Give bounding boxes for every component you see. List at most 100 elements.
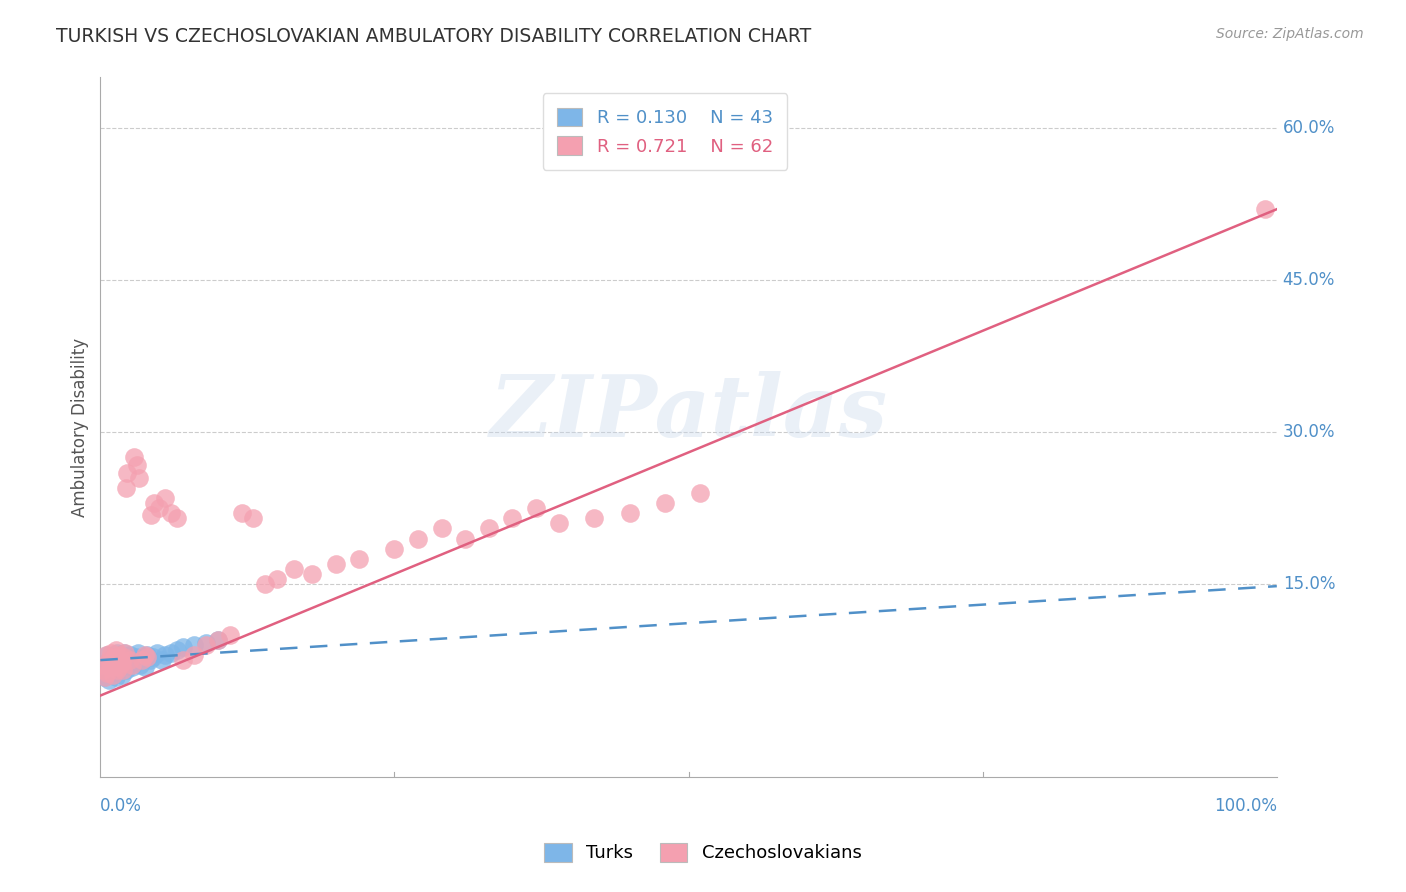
Text: 100.0%: 100.0% [1213, 797, 1277, 815]
Point [131, 653, 153, 667]
Point [127, 646, 149, 660]
Text: ZIPatlas: ZIPatlas [489, 371, 887, 455]
Point [97, 673, 120, 688]
Point [384, 541, 406, 556]
Point [96, 648, 118, 662]
Point [101, 656, 124, 670]
Point [100, 666, 122, 681]
Text: 60.0%: 60.0% [1282, 120, 1336, 137]
Point [283, 562, 305, 576]
Point [134, 660, 156, 674]
Point [347, 551, 370, 566]
Text: Source: ZipAtlas.com: Source: ZipAtlas.com [1216, 27, 1364, 41]
Point [195, 636, 218, 650]
Point [105, 663, 128, 677]
Point [103, 650, 125, 665]
Point [129, 658, 152, 673]
Point [301, 566, 323, 581]
Point [128, 471, 150, 485]
Point [183, 638, 205, 652]
Point [548, 516, 571, 531]
Text: 15.0%: 15.0% [1282, 575, 1336, 593]
Point [104, 643, 127, 657]
Point [142, 650, 165, 665]
Point [108, 660, 131, 674]
Point [103, 668, 125, 682]
Point [131, 653, 153, 667]
Point [166, 511, 188, 525]
Point [112, 650, 135, 665]
Text: TURKISH VS CZECHOSLOVAKIAN AMBULATORY DISABILITY CORRELATION CHART: TURKISH VS CZECHOSLOVAKIAN AMBULATORY DI… [56, 27, 811, 45]
Point [689, 486, 711, 500]
Point [254, 577, 277, 591]
Point [110, 656, 132, 670]
Point [172, 653, 194, 667]
Point [104, 670, 127, 684]
Text: 45.0%: 45.0% [1282, 271, 1336, 289]
Point [325, 557, 347, 571]
Point [583, 511, 606, 525]
Point [207, 632, 229, 647]
Legend: R = 0.130    N = 43, R = 0.721    N = 62: R = 0.130 N = 43, R = 0.721 N = 62 [543, 94, 787, 170]
Point [1254, 202, 1277, 217]
Point [143, 496, 166, 510]
Text: 30.0%: 30.0% [1282, 423, 1336, 442]
Point [148, 501, 170, 516]
Point [134, 648, 156, 662]
Point [115, 481, 138, 495]
Point [121, 660, 143, 674]
Point [122, 653, 145, 667]
Point [108, 660, 131, 674]
Point [110, 668, 132, 682]
Point [91, 663, 114, 677]
Point [110, 648, 132, 662]
Point [105, 646, 128, 660]
Point [136, 648, 159, 662]
Point [454, 532, 477, 546]
Point [125, 458, 148, 472]
Point [524, 501, 547, 516]
Point [501, 511, 523, 525]
Point [166, 643, 188, 657]
Point [111, 663, 134, 677]
Point [93, 670, 115, 684]
Point [124, 450, 146, 465]
Point [107, 653, 129, 667]
Point [218, 628, 240, 642]
Point [207, 632, 229, 647]
Point [406, 532, 429, 546]
Point [231, 506, 253, 520]
Point [430, 521, 453, 535]
Point [183, 648, 205, 662]
Point [112, 646, 135, 660]
Y-axis label: Ambulatory Disability: Ambulatory Disability [72, 337, 89, 516]
Point [118, 648, 141, 662]
Point [266, 572, 288, 586]
Point [98, 660, 121, 674]
Point [98, 653, 121, 667]
Point [97, 653, 120, 667]
Point [160, 646, 183, 660]
Point [136, 650, 159, 665]
Point [103, 650, 125, 665]
Point [94, 656, 117, 670]
Point [150, 653, 173, 667]
Point [111, 650, 134, 665]
Point [117, 466, 139, 480]
Point [139, 653, 162, 667]
Point [139, 508, 162, 523]
Point [100, 646, 122, 660]
Legend: Turks, Czechoslovakians: Turks, Czechoslovakians [537, 836, 869, 870]
Point [120, 656, 142, 670]
Point [110, 656, 132, 670]
Point [96, 648, 118, 662]
Text: 0.0%: 0.0% [100, 797, 142, 815]
Point [96, 666, 118, 681]
Point [96, 660, 118, 674]
Point [654, 496, 676, 510]
Point [195, 638, 218, 652]
Point [153, 648, 176, 662]
Point [114, 646, 136, 660]
Point [101, 658, 124, 673]
Point [114, 658, 136, 673]
